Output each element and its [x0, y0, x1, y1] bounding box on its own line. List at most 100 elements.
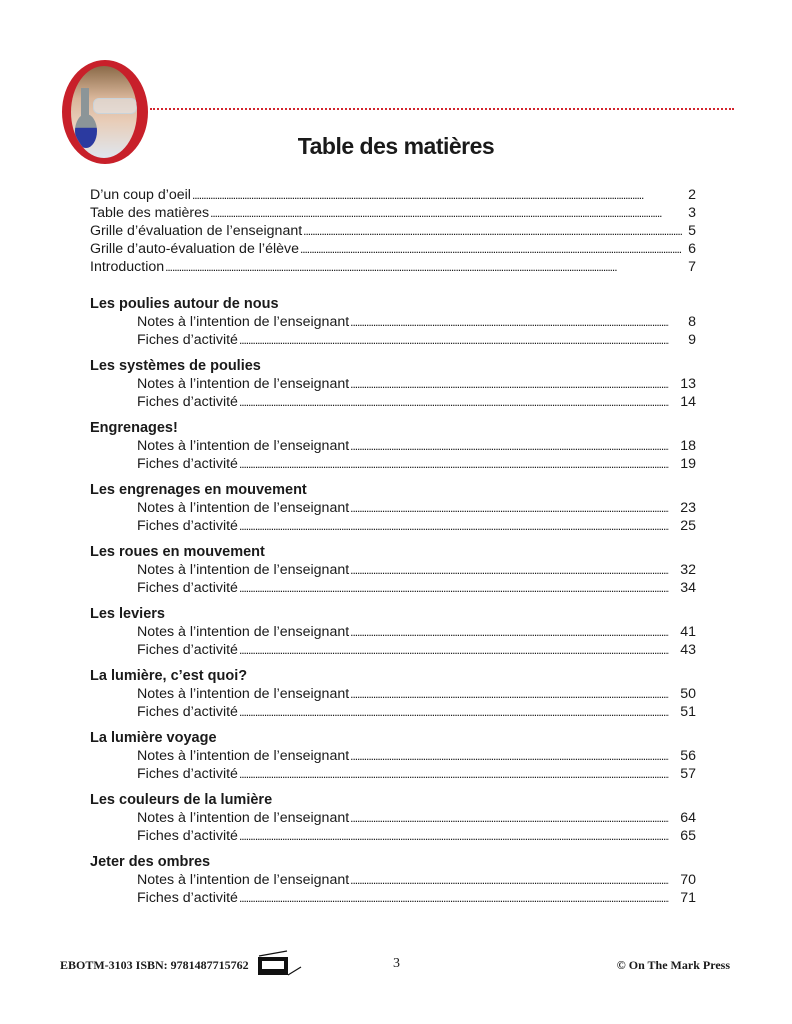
dot-leader: [350, 871, 669, 889]
toc-entry[interactable]: Fiches d’activité 51: [90, 703, 696, 721]
dot-leader: [239, 331, 669, 349]
toc-entry[interactable]: Notes à l’intention de l’enseignant 23: [90, 499, 696, 517]
toc-entry-label: Fiches d’activité: [137, 704, 238, 720]
toc-entry-page: 7: [688, 259, 696, 275]
dot-leader: [350, 809, 669, 827]
toc-entry[interactable]: Table des matières 3: [90, 204, 696, 222]
toc-section: Les couleurs de la lumière Notes à l’inte…: [90, 791, 696, 845]
section-heading[interactable]: La lumière, c’est quoi?: [90, 668, 248, 684]
toc-entry[interactable]: Notes à l’intention de l’enseignant 13: [90, 375, 696, 393]
toc-entry-label: Notes à l’intention de l’enseignant: [137, 748, 350, 764]
toc-entry[interactable]: Notes à l’intention de l’enseignant 70: [90, 871, 696, 889]
toc-entry[interactable]: Grille d’auto-évaluation de l’élève 6: [90, 240, 696, 258]
section-heading[interactable]: Les couleurs de la lumière: [90, 792, 273, 808]
toc-entry-label: Notes à l’intention de l’enseignant: [137, 376, 350, 392]
dot-leader: [239, 517, 669, 535]
toc-entry[interactable]: Fiches d’activité 57: [90, 765, 696, 783]
toc-entry-label: Notes à l’intention de l’enseignant: [137, 314, 350, 330]
toc-entry-label: Grille d’évaluation de l’enseignant: [90, 223, 303, 239]
toc-entry[interactable]: Fiches d’activité 34: [90, 579, 696, 597]
toc-entry[interactable]: Notes à l’intention de l’enseignant 41: [90, 623, 696, 641]
toc-entry-page: 71: [680, 890, 696, 906]
section-heading[interactable]: Les engrenages en mouvement: [90, 482, 307, 498]
toc-entry[interactable]: Notes à l’intention de l’enseignant 8: [90, 313, 696, 331]
logo-photo-child-with-flask: [62, 60, 148, 164]
dot-leader: [239, 579, 669, 597]
toc-entry[interactable]: D’un coup d’oeil 2: [90, 186, 696, 204]
toc-entry[interactable]: Notes à l’intention de l’enseignant 64: [90, 809, 696, 827]
toc-entry-page: 5: [688, 223, 696, 239]
goggles: [93, 98, 137, 114]
dot-leader: [350, 561, 669, 579]
toc-entry[interactable]: Introduction 7: [90, 258, 696, 276]
page-title: Table des matières: [297, 133, 495, 159]
dot-leader: [350, 747, 669, 765]
toc-entry-label: Fiches d’activité: [137, 890, 238, 906]
section-heading[interactable]: Les poulies autour de nous: [90, 296, 279, 312]
section-heading[interactable]: Les systèmes de poulies: [90, 358, 261, 374]
toc-entry-label: Fiches d’activité: [137, 518, 238, 534]
section-heading[interactable]: Engrenages!: [90, 420, 178, 436]
toc-entry[interactable]: Notes à l’intention de l’enseignant 56: [90, 747, 696, 765]
toc-entry-label: Notes à l’intention de l’enseignant: [137, 562, 350, 578]
toc-entry-page: 19: [680, 456, 696, 472]
dot-leader: [239, 827, 669, 845]
dot-leader: [350, 499, 669, 517]
header-dotted-rule: [150, 108, 734, 110]
dot-leader: [350, 437, 669, 455]
footer-copyright: © On The Mark Press: [616, 958, 730, 972]
toc-entry[interactable]: Notes à l’intention de l’enseignant 32: [90, 561, 696, 579]
toc-entry[interactable]: Fiches d’activité 9: [90, 331, 696, 349]
toc-entry-label: Fiches d’activité: [137, 394, 238, 410]
dot-leader: [239, 765, 669, 783]
toc-section: La lumière voyage Notes à l’intention de …: [90, 729, 696, 783]
table-of-contents: D’un coup d’oeil2Table des matières3Gril…: [90, 186, 696, 907]
toc-entry[interactable]: Fiches d’activité 43: [90, 641, 696, 659]
toc-entry-label: D’un coup d’oeil: [90, 187, 191, 203]
dot-leader: [165, 258, 682, 276]
toc-entry-page: 18: [680, 438, 696, 454]
toc-entry-page: 34: [680, 580, 696, 596]
toc-entry-label: Grille d’auto-évaluation de l’élève: [90, 241, 299, 257]
toc-entry[interactable]: Fiches d’activité 65: [90, 827, 696, 845]
toc-entry-label: Fiches d’activité: [137, 456, 238, 472]
toc-entry-page: 2: [688, 187, 696, 203]
footer-page-number: 3: [393, 956, 400, 971]
toc-entry-page: 57: [680, 766, 696, 782]
section-heading[interactable]: Les leviers: [90, 606, 165, 622]
toc-entry-label: Introduction: [90, 259, 165, 275]
toc-entry-label: Notes à l’intention de l’enseignant: [137, 438, 350, 454]
toc-entry-page: 9: [688, 332, 696, 348]
toc-entry[interactable]: Notes à l’intention de l’enseignant 50: [90, 685, 696, 703]
section-heading[interactable]: Les roues en mouvement: [90, 544, 265, 560]
toc-entry[interactable]: Fiches d’activité 25: [90, 517, 696, 535]
toc-entry[interactable]: Notes à l’intention de l’enseignant 18: [90, 437, 696, 455]
toc-entry[interactable]: Fiches d’activité 71: [90, 889, 696, 907]
toc-section: Engrenages! Notes à l’intention de l’ense…: [90, 419, 696, 473]
dot-leader: [239, 393, 669, 411]
toc-entry-page: 32: [680, 562, 696, 578]
toc-section: Les engrenages en mouvement Notes à l’int…: [90, 481, 696, 535]
toc-entry[interactable]: Fiches d’activité 14: [90, 393, 696, 411]
section-heading[interactable]: Jeter des ombres: [90, 854, 211, 870]
dot-leader: [350, 685, 669, 703]
dot-leader: [239, 455, 669, 473]
toc-entry-page: 23: [680, 500, 696, 516]
toc-section: Les poulies autour de nous Notes à l’inte…: [90, 295, 696, 349]
toc-entry-label: Fiches d’activité: [137, 580, 238, 596]
dot-leader: [350, 623, 669, 641]
toc-entry[interactable]: Fiches d’activité 19: [90, 455, 696, 473]
toc-section: Les leviers Notes à l’intention de l’ense…: [90, 605, 696, 659]
toc-section: La lumière, c’est quoi? Notes à l’intenti…: [90, 667, 696, 721]
toc-entry-page: 51: [680, 704, 696, 720]
toc-entry-label: Notes à l’intention de l’enseignant: [137, 624, 350, 640]
toc-entry-label: Table des matières: [90, 205, 210, 221]
dot-leader: [210, 204, 682, 222]
toc-entry-page: 70: [680, 872, 696, 888]
toc-entry-label: Notes à l’intention de l’enseignant: [137, 810, 350, 826]
toc-section: Jeter des ombres Notes à l’intention de l…: [90, 853, 696, 907]
toc-section: Les roues en mouvement Notes à l’intentio…: [90, 543, 696, 597]
toc-entry-page: 25: [680, 518, 696, 534]
toc-entry[interactable]: Grille d’évaluation de l’enseignant 5: [90, 222, 696, 240]
section-heading[interactable]: La lumière voyage: [90, 730, 217, 746]
